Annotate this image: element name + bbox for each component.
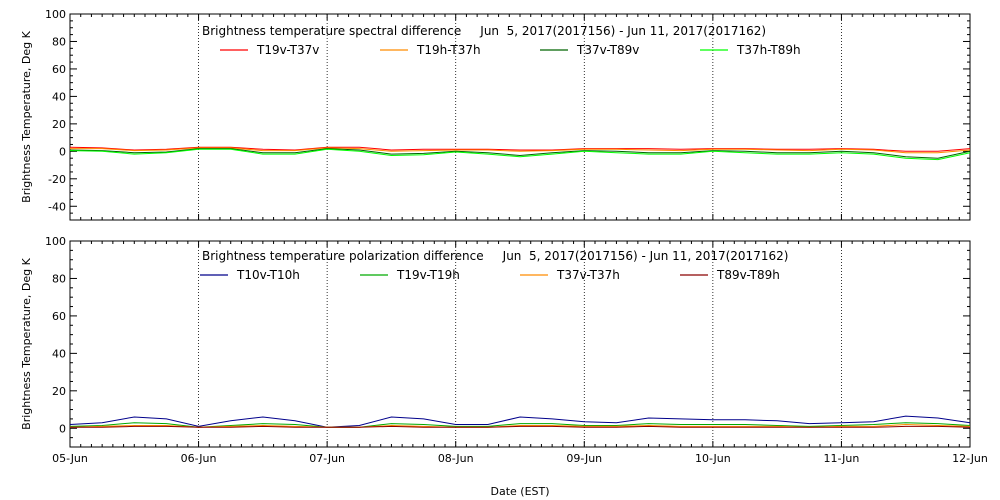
series-line-T10v-T10h [69,415,971,428]
legend-label: T37h-T89h [736,43,801,57]
y-tick-label: -20 [48,173,66,186]
x-tick-label: 06-Jun [181,452,217,465]
chart-title: Brightness temperature polarization diff… [202,249,788,263]
series-line-T89v-T89h [70,425,971,428]
series-line-T37v-T89v [69,148,971,159]
legend-label: T19v-T37v [256,43,319,57]
x-tick-label: 07-Jun [309,452,345,465]
chart-panel-2: 0 20 40 60 80 100 05-Jun 06-Jun 07-Jun 08-Jun 09-J… [20,235,988,498]
y-tick-label: 20 [52,385,66,398]
legend-label: T19h-T37h [416,43,481,57]
y-tick-label: 60 [52,310,66,323]
plot-frame [69,13,971,221]
x-tick-label: 11-Jun [824,452,860,465]
x-tick-label: 09-Jun [566,452,602,465]
series-line-T19v-T19h [69,422,971,428]
x-axis-label: Date (EST) [490,485,549,498]
y-tick-label: 100 [45,235,66,248]
y-tick-label: 20 [52,118,66,131]
legend-label: T37v-T89v [576,43,639,57]
legend-label: T19v-T19h [396,268,460,282]
x-tick-label: 12-Jun [952,452,988,465]
y-tick-label: 0 [59,145,66,158]
plot-frame [69,240,971,448]
y-tick-label: 0 [59,422,66,435]
series-line-T19h-T37h [70,147,971,154]
y-axis-label: Brightness Temperature, Deg K [20,257,33,429]
chart-title: Brightness temperature spectral differen… [202,24,766,38]
x-tick-label: 05-Jun [52,452,88,465]
y-tick-label: 100 [45,8,66,21]
series-line-T19v-T37v [69,146,971,152]
y-tick-label: 80 [52,35,66,48]
y-tick-label: 40 [52,90,66,103]
legend-label: T10v-T10h [236,268,300,282]
chart-panel-1: -40 -20 0 20 40 60 80 100 Brightness Temperature… [20,8,971,221]
y-axis-label: Brightness Temperature, Deg K [20,30,33,202]
x-tick-label: 08-Jun [438,452,474,465]
y-tick-label: -40 [48,200,66,213]
legend-label: T89v-T89h [716,268,780,282]
x-tick-label: 10-Jun [695,452,731,465]
legend-label: T37v-T37h [556,268,620,282]
y-tick-label: 40 [52,347,66,360]
y-tick-label: 80 [52,272,66,285]
y-tick-label: 60 [52,63,66,76]
series-line-T37h-T89h [69,148,971,161]
